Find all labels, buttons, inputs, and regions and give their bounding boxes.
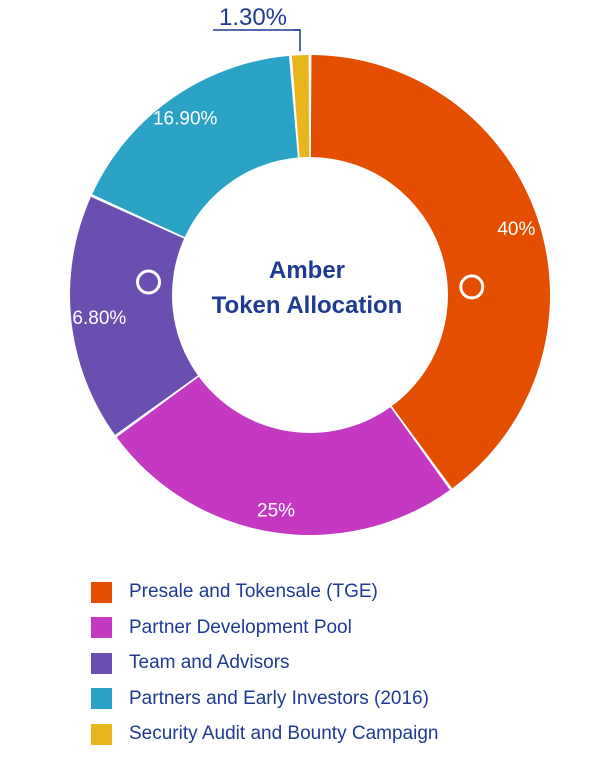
slice-value-label: 25% [257, 500, 295, 521]
legend-swatch [91, 581, 112, 603]
legend-label: Team and Advisors [129, 652, 290, 673]
legend-item: Partners and Early Investors (2016) [91, 687, 438, 711]
ring-knob [136, 269, 162, 295]
slice-3 [92, 55, 298, 238]
inner-ring-segment-0 [313, 126, 479, 427]
legend-swatch [91, 617, 112, 638]
callout-value-label: 1.30% [219, 4, 287, 31]
legend-item: Team and Advisors [91, 651, 438, 675]
legend-item: Presale and Tokensale (TGE) [91, 580, 438, 604]
callout-group: 1.30% [213, 4, 301, 52]
inner-ring-segment-2 [141, 230, 180, 389]
label-group: 40% 25% 16.80% 16.90% [62, 108, 536, 521]
donut-chart: 40% 25% 16.80% 16.90% 1.30% Amber Token All… [62, 4, 550, 535]
legend-swatch [91, 688, 112, 709]
legend-label: Partner Development Pool [129, 616, 352, 638]
legend: Presale and Tokensale (TGE) Partner Deve… [91, 580, 438, 758]
legend-swatch [91, 652, 112, 674]
ring-knob [459, 274, 485, 300]
slice-0 [310, 55, 550, 489]
slice-value-label: 16.90% [153, 108, 218, 129]
inner-ring-group [136, 126, 485, 464]
legend-item: Security Audit and Bounty Campaign [91, 722, 438, 746]
inner-ring-segment-1 [178, 391, 404, 464]
callout-line [294, 29, 301, 52]
chart-title-line-1: Amber [269, 257, 345, 284]
inner-ring-segment-3 [160, 128, 294, 226]
legend-label: Partners and Early Investors (2016) [129, 687, 429, 709]
legend-label: Presale and Tokensale (TGE) [129, 581, 378, 602]
legend-label: Security Audit and Bounty Campaign [129, 723, 439, 744]
slice-value-label: 16.80% [62, 308, 127, 329]
chart-title-line-2: Token Allocation [212, 292, 403, 319]
slice-4 [291, 55, 310, 158]
legend-item: Partner Development Pool [91, 616, 438, 640]
legend-swatch [91, 723, 112, 745]
slice-value-label: 40% [497, 219, 535, 240]
